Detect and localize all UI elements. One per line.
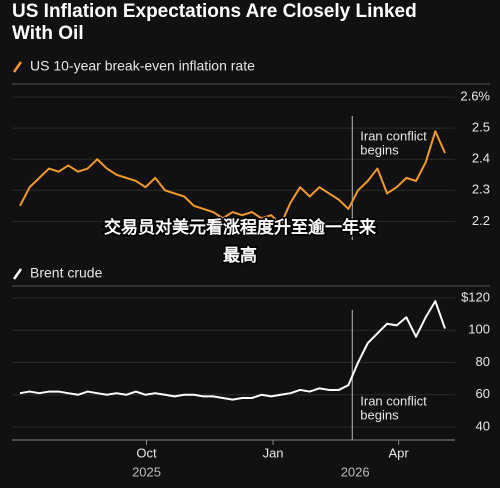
y-tick-label: 2.2 [472, 213, 490, 228]
annotation-text: Iran conflict [360, 128, 427, 143]
y-tick-label: 80 [476, 354, 490, 369]
x-group-label: 2025 [132, 464, 161, 479]
y-tick-label: $120 [461, 289, 490, 304]
x-tick-label: Apr [389, 445, 410, 460]
annotation-text: begins [360, 407, 399, 422]
y-tick-label: 2.4 [472, 151, 490, 166]
y-tick-label: 40 [476, 419, 490, 434]
overlay-caption: 最高 [223, 245, 257, 266]
y-tick-label: 2.6% [460, 89, 490, 104]
legend-label: Brent crude [30, 265, 103, 281]
legend-label: US 10-year break-even inflation rate [30, 58, 255, 74]
chart-title: US Inflation Expectations Are Closely Li… [12, 1, 417, 44]
annotation-text: begins [360, 142, 399, 157]
annotation-text: Iran conflict [360, 393, 427, 408]
x-group-label: 2026 [341, 464, 370, 479]
y-tick-label: 60 [476, 386, 490, 401]
y-tick-label: 2.3 [472, 182, 490, 197]
y-tick-label: 100 [468, 322, 490, 337]
legend-swatch [12, 61, 23, 73]
x-tick-label: Oct [136, 445, 157, 460]
y-tick-label: 2.5 [472, 120, 490, 135]
line-series [19, 300, 446, 401]
line-series [19, 130, 446, 226]
x-tick-label: Jan [263, 445, 284, 460]
legend-swatch [12, 268, 23, 280]
overlay-caption: 交易员对美元看涨程度升至逾一年来 [104, 217, 377, 238]
